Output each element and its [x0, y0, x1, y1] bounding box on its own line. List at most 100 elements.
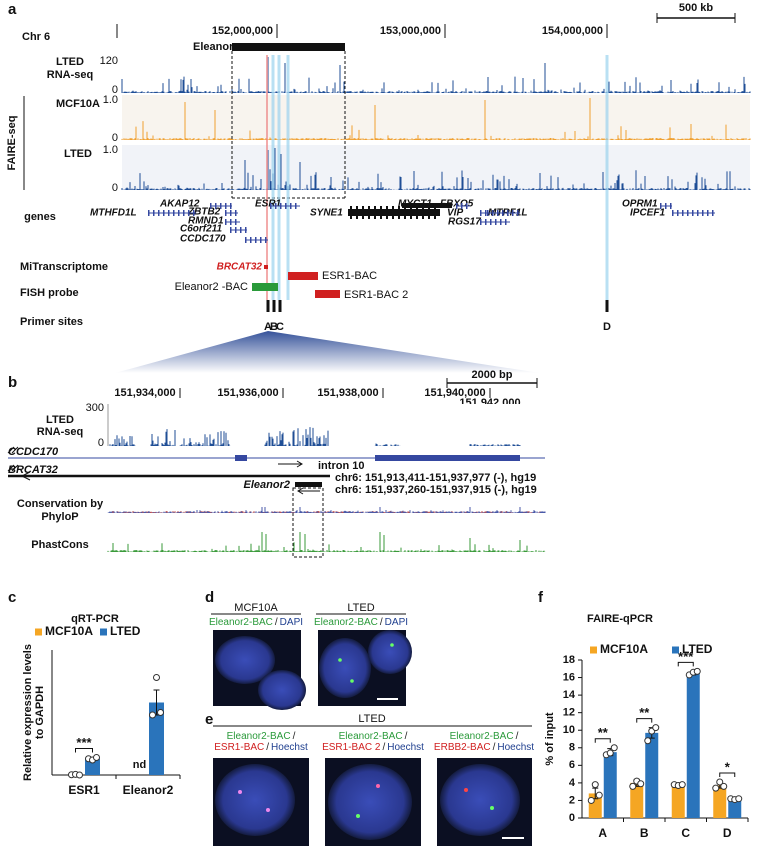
- chart-title: qRT-PCR: [71, 613, 119, 625]
- exon: [422, 206, 424, 219]
- exon: [502, 210, 504, 216]
- exon: [500, 219, 502, 225]
- significance-bracket: [636, 718, 653, 723]
- coordinate-label: 151,940,000: [424, 387, 485, 399]
- exon: [280, 203, 282, 209]
- exon: [163, 210, 165, 216]
- exon: [153, 210, 155, 216]
- bar: [671, 784, 685, 818]
- exon: [270, 203, 272, 209]
- exon: [230, 210, 232, 216]
- exon: [230, 203, 232, 209]
- significance-bracket: [75, 748, 93, 753]
- chromosome-label: Chr 6: [22, 31, 50, 43]
- gene-name: Eleanor2: [244, 479, 290, 491]
- exon: [687, 210, 689, 216]
- stain-part: /: [493, 742, 496, 753]
- data-point: [637, 780, 645, 788]
- track-label: RNA-seq: [47, 69, 93, 81]
- coordinate-label: 151,938,000: [317, 387, 378, 399]
- exon: [362, 206, 364, 219]
- gene-name: CCDC170: [8, 446, 59, 458]
- stain-part: Hoechst: [497, 742, 534, 753]
- fish-signal: [338, 658, 342, 662]
- exon: [356, 206, 358, 219]
- legend-swatch: [35, 628, 42, 636]
- coordinate-label: 151,934,000: [114, 387, 175, 399]
- signal-track: [121, 98, 751, 140]
- bar: [603, 752, 617, 818]
- signal-track: [109, 435, 136, 446]
- bar: [85, 758, 100, 775]
- stain-part: DAPI: [385, 617, 408, 628]
- track-axis-label: 0: [112, 182, 118, 194]
- exon: [677, 210, 679, 216]
- probe-label: ESR1-BAC 2: [344, 289, 408, 301]
- track-axis-label: 0: [98, 437, 104, 449]
- exon: [466, 203, 468, 209]
- fish-signal: [356, 814, 360, 818]
- gene-name: OPRM1: [622, 199, 658, 210]
- transcript: [264, 265, 268, 269]
- legend-label: LTED: [682, 642, 713, 656]
- signal-track: [179, 431, 231, 446]
- exon: [490, 219, 492, 225]
- significance-label: ***: [678, 649, 694, 664]
- exon: [225, 210, 227, 216]
- x-tick-label: D: [723, 826, 732, 840]
- image-title: LTED: [347, 602, 374, 614]
- exon: [702, 210, 704, 216]
- nucleus: [258, 670, 306, 710]
- scale-bar-label: 2000 bp: [472, 369, 513, 381]
- exon: [512, 210, 514, 216]
- exon: [295, 203, 297, 209]
- strand-arrow: [297, 487, 320, 495]
- transcript: [295, 482, 322, 487]
- micrographs: [213, 630, 532, 846]
- panel-label: d: [205, 589, 214, 606]
- legend-label: MCF10A: [45, 624, 93, 638]
- probe-label: Eleanor2 -BAC: [175, 281, 248, 293]
- region-label: Eleanors: [193, 41, 239, 53]
- exon: [230, 219, 232, 225]
- bar: [713, 785, 727, 818]
- stain-part: Hoechst: [387, 742, 424, 753]
- fish-probe: [288, 272, 318, 280]
- exon: [505, 219, 507, 225]
- exon: [497, 210, 499, 216]
- exon: [712, 210, 714, 216]
- legend-swatch: [672, 646, 679, 654]
- data-point: [591, 781, 599, 789]
- gene-name: BRCAT32: [8, 464, 58, 476]
- coordinate-label: 152,000,000: [212, 25, 273, 37]
- stain-part: /: [380, 617, 383, 628]
- data-point: [678, 781, 686, 789]
- gene-model: [402, 203, 452, 208]
- track-label: MCF10A: [56, 98, 100, 110]
- transcript-name: BRCAT32: [217, 262, 263, 273]
- coordinate-label: 154,000,000: [542, 25, 603, 37]
- exon: [235, 227, 237, 233]
- legend-swatch: [590, 646, 597, 654]
- exon: [235, 210, 237, 216]
- stain-part: /: [293, 731, 296, 742]
- conservation-track: [107, 507, 546, 513]
- exon: [517, 210, 519, 216]
- stain-part: Eleanor2-BAC: [209, 617, 273, 628]
- group-label: FAIRE-seq: [6, 115, 18, 170]
- annotation: chr6: 151,937,260-151,937,915 (-), hg19: [335, 484, 537, 496]
- stain-label: Eleanor2-BAC / DAPI: [209, 617, 303, 628]
- exon: [495, 219, 497, 225]
- image-title: LTED: [358, 713, 385, 725]
- exon: [178, 210, 180, 216]
- primer-label: B: [270, 321, 278, 333]
- exon: [392, 206, 394, 219]
- exon: [672, 210, 674, 216]
- row-label: MiTranscriptome: [20, 261, 108, 273]
- data-point: [93, 754, 100, 761]
- row-label: genes: [24, 211, 56, 223]
- exon: [507, 210, 509, 216]
- stain-part: Eleanor2-BAC: [339, 731, 403, 742]
- nucleus: [215, 636, 275, 684]
